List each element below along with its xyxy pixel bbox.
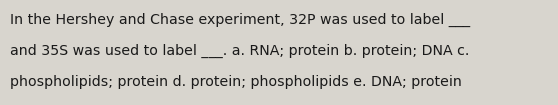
Text: phospholipids; protein d. protein; phospholipids e. DNA; protein: phospholipids; protein d. protein; phosp… [10, 75, 462, 89]
Text: In the Hershey and Chase experiment, 32P was used to label ___: In the Hershey and Chase experiment, 32P… [10, 13, 470, 27]
Text: and 35S was used to label ___. a. RNA; protein b. protein; DNA c.: and 35S was used to label ___. a. RNA; p… [10, 44, 469, 58]
